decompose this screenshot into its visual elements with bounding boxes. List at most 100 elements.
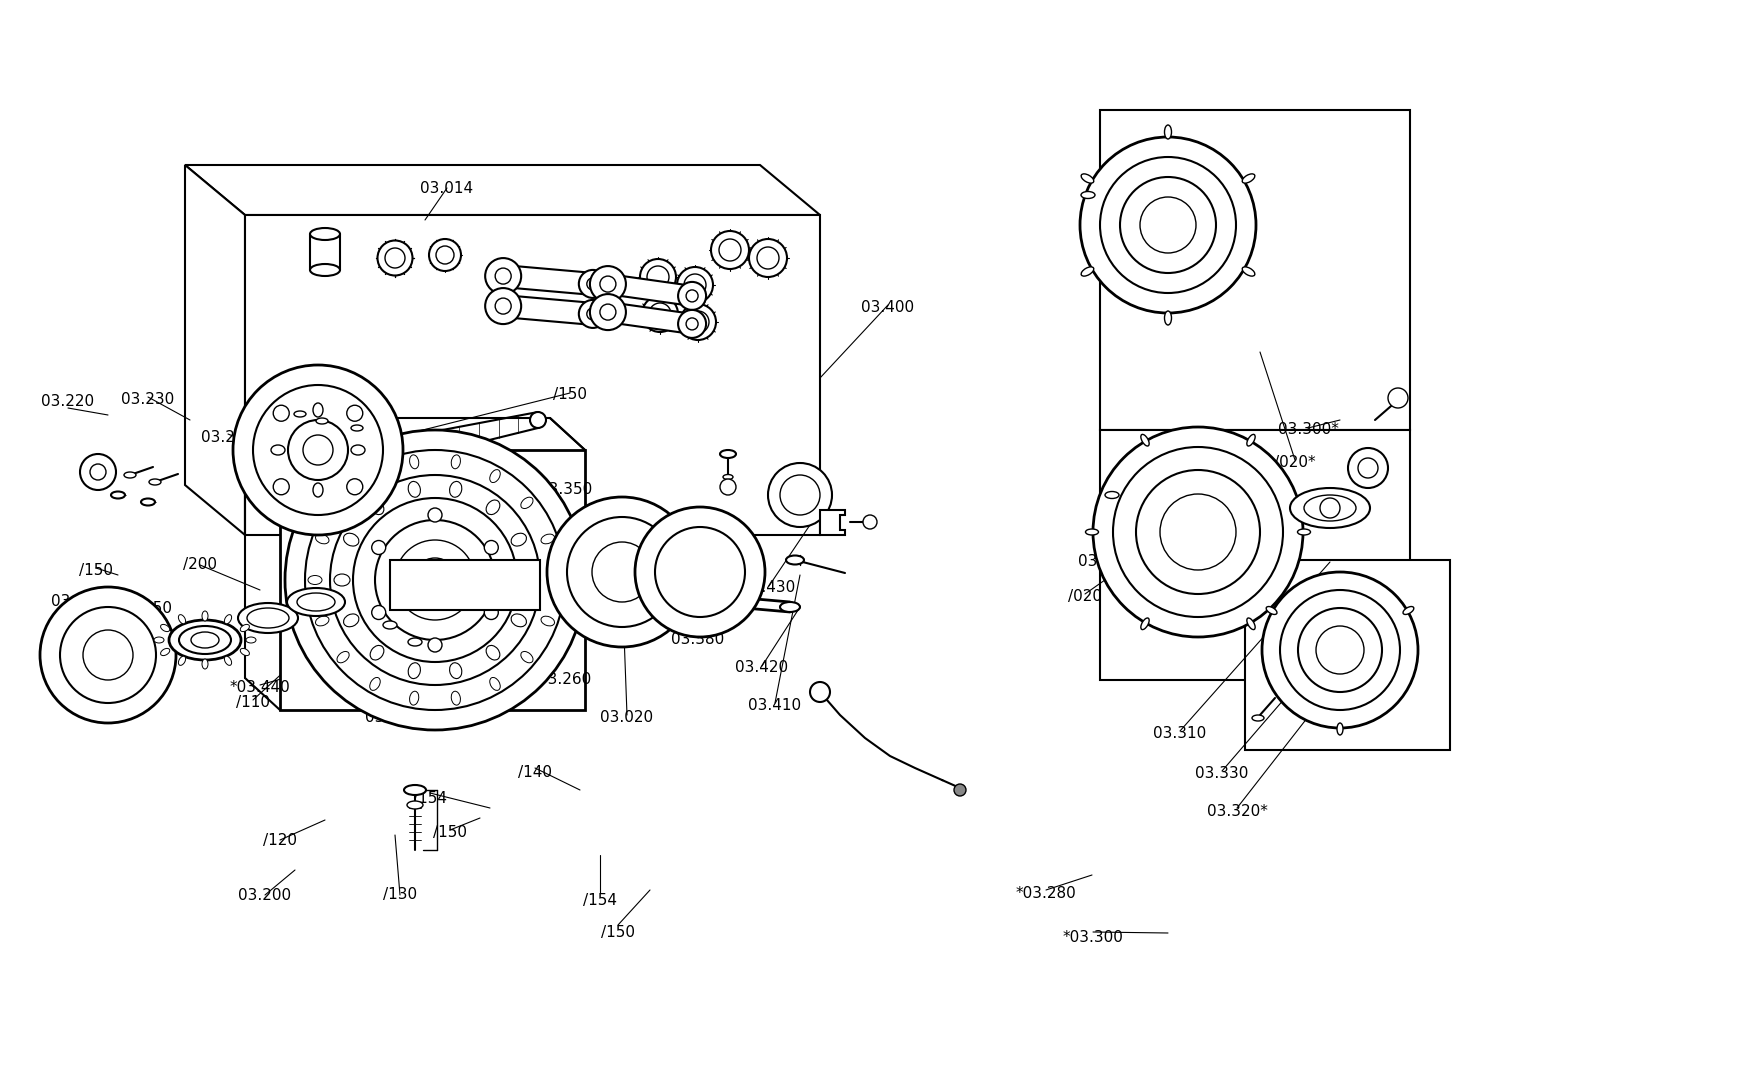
Circle shape — [567, 517, 676, 627]
Ellipse shape — [1336, 723, 1343, 735]
Circle shape — [289, 421, 348, 480]
Circle shape — [1113, 447, 1282, 617]
Ellipse shape — [370, 500, 384, 515]
Circle shape — [591, 542, 652, 602]
Ellipse shape — [1163, 125, 1170, 139]
Ellipse shape — [1303, 495, 1355, 521]
Text: 03.020: 03.020 — [600, 710, 654, 725]
Circle shape — [376, 520, 494, 640]
Circle shape — [779, 475, 819, 515]
Text: /110: /110 — [237, 694, 270, 709]
Ellipse shape — [720, 450, 736, 458]
Ellipse shape — [676, 268, 713, 303]
Circle shape — [273, 406, 289, 422]
Circle shape — [600, 276, 616, 292]
Ellipse shape — [247, 608, 289, 628]
Ellipse shape — [511, 533, 527, 546]
Circle shape — [285, 430, 584, 730]
Ellipse shape — [485, 645, 499, 660]
Circle shape — [372, 540, 386, 554]
Polygon shape — [280, 450, 584, 710]
Polygon shape — [819, 510, 845, 535]
Text: /140: /140 — [518, 765, 551, 780]
Ellipse shape — [370, 677, 381, 690]
Circle shape — [546, 496, 697, 647]
Ellipse shape — [541, 616, 555, 626]
Ellipse shape — [718, 239, 741, 261]
Ellipse shape — [337, 498, 350, 508]
Circle shape — [678, 310, 706, 338]
Text: /020: /020 — [1068, 588, 1101, 603]
Ellipse shape — [1289, 488, 1369, 528]
Circle shape — [1388, 388, 1407, 408]
Circle shape — [1092, 427, 1303, 637]
Ellipse shape — [1266, 607, 1276, 614]
Ellipse shape — [642, 296, 678, 332]
Ellipse shape — [1297, 529, 1309, 535]
Ellipse shape — [649, 303, 671, 325]
Ellipse shape — [179, 614, 186, 624]
Circle shape — [412, 557, 457, 602]
Circle shape — [953, 784, 965, 796]
Text: 03.200: 03.200 — [238, 887, 292, 902]
Ellipse shape — [245, 637, 256, 643]
Ellipse shape — [191, 632, 219, 648]
Text: 03.240: 03.240 — [202, 429, 254, 444]
Ellipse shape — [489, 677, 499, 690]
Circle shape — [685, 290, 697, 302]
Circle shape — [483, 606, 497, 620]
Ellipse shape — [315, 534, 329, 544]
Ellipse shape — [111, 491, 125, 499]
Ellipse shape — [511, 614, 527, 627]
Ellipse shape — [271, 445, 285, 455]
Circle shape — [346, 406, 362, 422]
Ellipse shape — [723, 474, 732, 479]
Ellipse shape — [202, 659, 209, 669]
Ellipse shape — [541, 534, 555, 544]
Circle shape — [590, 294, 626, 330]
Circle shape — [579, 270, 607, 297]
Ellipse shape — [640, 259, 676, 295]
Polygon shape — [184, 165, 819, 215]
Ellipse shape — [169, 620, 242, 660]
Ellipse shape — [1247, 434, 1254, 446]
Ellipse shape — [179, 626, 231, 654]
Ellipse shape — [1252, 715, 1263, 721]
Ellipse shape — [343, 614, 358, 627]
Ellipse shape — [1080, 192, 1094, 199]
Ellipse shape — [224, 656, 231, 666]
Ellipse shape — [1080, 173, 1094, 183]
Text: 03.430: 03.430 — [743, 581, 795, 596]
Ellipse shape — [409, 482, 421, 498]
Ellipse shape — [351, 445, 365, 455]
Circle shape — [428, 508, 442, 522]
Circle shape — [1080, 137, 1256, 314]
Ellipse shape — [313, 403, 323, 417]
Circle shape — [83, 630, 132, 681]
Ellipse shape — [1402, 607, 1414, 614]
Text: 03.350: 03.350 — [539, 483, 593, 498]
Text: 03.400: 03.400 — [861, 300, 915, 315]
Text: 03.010: 03.010 — [365, 710, 419, 725]
Ellipse shape — [313, 483, 323, 496]
Ellipse shape — [160, 625, 170, 631]
Polygon shape — [503, 295, 593, 325]
Circle shape — [1261, 572, 1417, 728]
Ellipse shape — [160, 648, 170, 656]
Polygon shape — [1245, 560, 1449, 750]
Circle shape — [586, 308, 598, 320]
Circle shape — [678, 281, 706, 310]
Circle shape — [1320, 498, 1339, 518]
Circle shape — [1099, 157, 1235, 293]
Polygon shape — [390, 560, 539, 610]
Ellipse shape — [530, 412, 546, 428]
Ellipse shape — [711, 231, 748, 269]
Circle shape — [1297, 608, 1381, 692]
Ellipse shape — [520, 574, 536, 586]
Circle shape — [1120, 177, 1216, 273]
Ellipse shape — [384, 248, 405, 268]
Ellipse shape — [1163, 311, 1170, 325]
Ellipse shape — [123, 472, 136, 478]
Text: 03.330: 03.330 — [1195, 765, 1249, 780]
Ellipse shape — [409, 662, 421, 678]
